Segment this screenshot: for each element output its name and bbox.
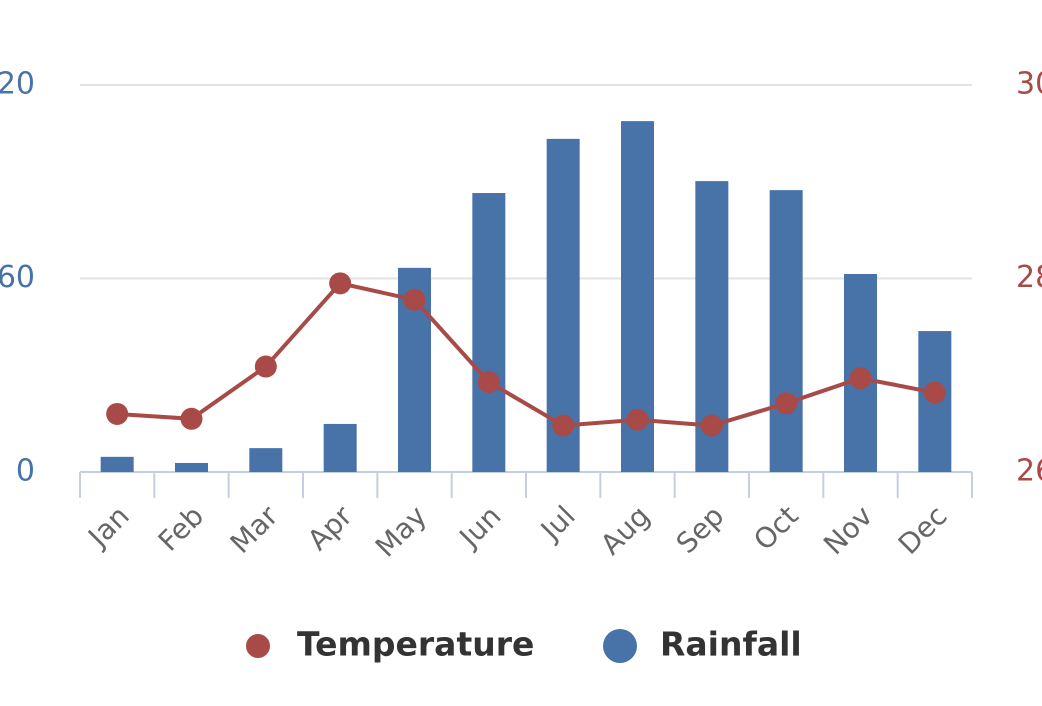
y-tick-label: 120 — [0, 67, 35, 102]
point — [403, 288, 426, 311]
x-tick-label: Dec — [892, 499, 954, 561]
bar — [100, 456, 134, 472]
legend-label: Temperature — [297, 625, 534, 664]
x-tick-label: Oct — [747, 499, 805, 557]
bar — [249, 448, 283, 472]
x-tick-label: Aug — [594, 499, 656, 561]
point — [106, 402, 129, 425]
x-tick-label: May — [369, 499, 433, 563]
x-tick-label: Jun — [452, 499, 508, 555]
x-tick-label: Jul — [533, 499, 582, 548]
x-tick-label: Mar — [224, 499, 285, 560]
legend-marker — [246, 634, 270, 658]
y2-tick-label: 26 — [1016, 454, 1042, 489]
y2-tick-label: 28 — [1016, 260, 1042, 295]
bar — [769, 190, 803, 472]
point — [254, 355, 277, 378]
bar — [472, 193, 506, 472]
y2-tick-label: 30 — [1016, 67, 1042, 102]
y-tick-label: 0 — [16, 454, 35, 489]
point — [775, 392, 798, 415]
x-tick-label: Apr — [301, 499, 359, 557]
point — [180, 407, 203, 430]
x-tick-label: Feb — [152, 499, 210, 557]
point — [552, 414, 575, 437]
bar — [175, 462, 208, 472]
point — [923, 381, 946, 404]
legend-label: Rainfall — [660, 625, 802, 664]
point — [626, 408, 649, 431]
x-tick-label: Sep — [670, 499, 731, 560]
line — [117, 281, 936, 428]
x-tick-label: Jan — [80, 499, 135, 554]
y-tick-label: 60 — [0, 260, 35, 295]
bar — [323, 423, 357, 472]
legend-marker — [603, 629, 637, 663]
point — [477, 371, 500, 394]
point — [849, 367, 872, 390]
point — [700, 414, 723, 437]
point — [329, 272, 352, 295]
x-tick-label: Nov — [817, 499, 879, 561]
